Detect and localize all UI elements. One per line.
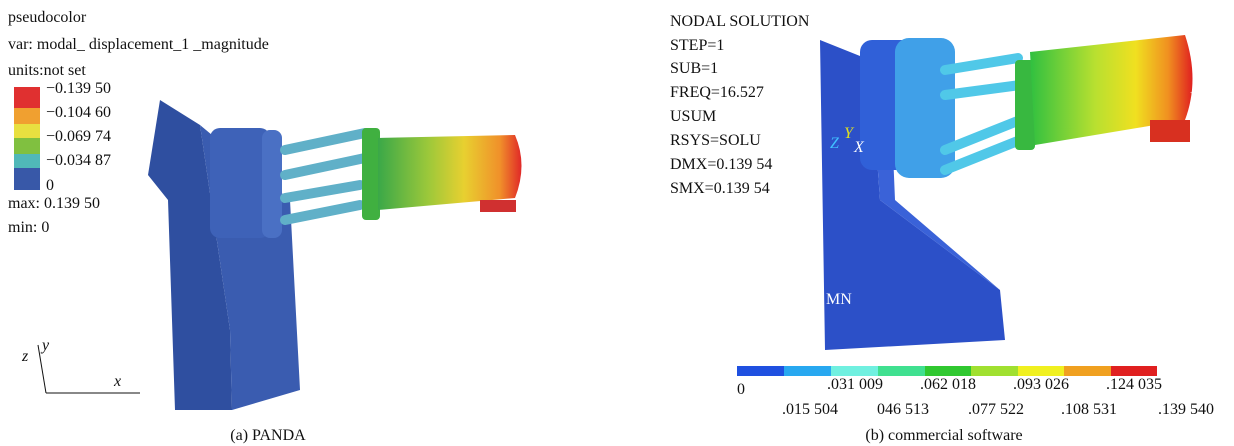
header-line: DMX=0.139 54 <box>670 156 772 173</box>
legend-label: −0.034 87 <box>46 152 111 169</box>
legend-label: −0.069 74 <box>46 128 111 145</box>
legend-label: .031 009 <box>827 376 883 393</box>
legend-label: .062 018 <box>920 376 976 393</box>
header-line: FREQ=16.527 <box>670 84 764 101</box>
right-panel: NODAL SOLUTION STEP=1 SUB=1 FREQ=16.527 … <box>670 13 1216 444</box>
max-label: max: 0.139 50 <box>8 195 100 212</box>
header-line: STEP=1 <box>670 37 724 54</box>
legend-label: 046 513 <box>877 401 929 418</box>
figure: pseudocolor var: modal_ displacement_1 _… <box>0 0 1234 446</box>
triad-z: Z <box>830 135 840 152</box>
legend-label: .077 522 <box>968 401 1024 418</box>
header-line: RSYS=SOLU <box>670 132 761 149</box>
legend-label: −0.139 50 <box>46 80 111 97</box>
axis-x: x <box>113 373 121 390</box>
caption: (b) commercial software <box>865 427 1022 444</box>
axis-y: y <box>40 337 50 354</box>
min-label: min: 0 <box>8 219 49 236</box>
model <box>820 35 1193 350</box>
header-line: SUB=1 <box>670 60 718 77</box>
var-label: var: modal_ displacement_1 _magnitude <box>8 36 269 53</box>
legend-label: −0.104 60 <box>46 104 111 121</box>
header-line: USUM <box>670 108 716 125</box>
triad-x: X <box>853 139 865 156</box>
mx-label: MX <box>1190 90 1216 107</box>
axis-z: z <box>21 348 29 365</box>
legend-label: .015 504 <box>782 401 838 418</box>
color-bar <box>14 87 40 190</box>
legend-label: .139 540 <box>1158 401 1214 418</box>
legend-label: 0 <box>737 381 745 398</box>
legend-label: 0 <box>46 177 54 194</box>
left-panel: pseudocolor var: modal_ displacement_1 _… <box>8 9 522 444</box>
axes-triad <box>38 345 140 393</box>
legend-label: .124 035 <box>1106 376 1162 393</box>
caption: (a) PANDA <box>230 427 306 444</box>
header-line: NODAL SOLUTION <box>670 13 810 30</box>
legend-label: .108 531 <box>1061 401 1117 418</box>
title: pseudocolor <box>8 9 87 26</box>
color-bar <box>737 366 1157 376</box>
units-label: units:not set <box>8 62 86 79</box>
mn-label: MN <box>826 291 852 308</box>
legend-label: .093 026 <box>1013 376 1069 393</box>
header-line: SMX=0.139 54 <box>670 180 770 197</box>
model <box>148 100 522 410</box>
